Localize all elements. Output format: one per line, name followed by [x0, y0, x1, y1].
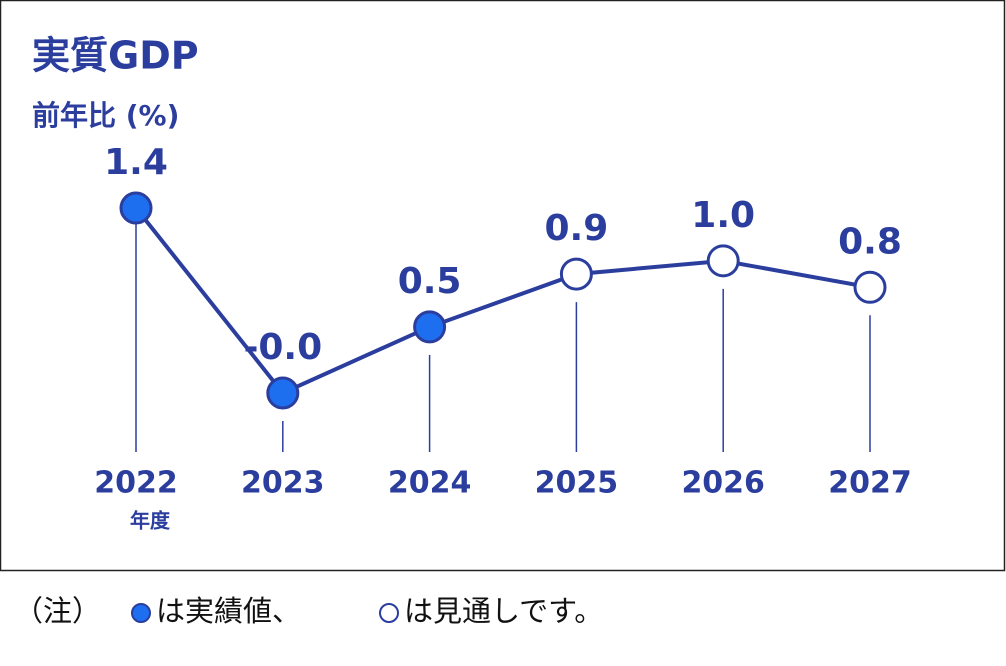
value-label: 1.0 [691, 195, 755, 236]
x-tick-label: 2022 [94, 466, 178, 501]
note-actual: は実績値、 [156, 594, 301, 628]
x-unit: 年度 [130, 509, 171, 533]
marker [706, 244, 740, 278]
marker [559, 257, 593, 291]
x-tick-label: 2023 [241, 466, 325, 501]
marker [413, 310, 447, 344]
x-tick-label: 2027 [828, 466, 912, 501]
marker [853, 270, 887, 304]
value-label: 0.5 [398, 261, 462, 302]
value-label: -0.0 [243, 327, 322, 368]
value-label: 1.4 [104, 142, 168, 183]
legend-marker [379, 603, 399, 623]
x-tick-label: 2026 [681, 466, 765, 501]
marker [266, 376, 300, 410]
chart-title: 実質GDP [32, 34, 199, 78]
note-prefix: （注） [14, 594, 101, 628]
x-tick-label: 2024 [388, 466, 472, 501]
value-label: 0.9 [545, 208, 609, 249]
marker [119, 191, 153, 225]
chart-subtitle: 前年比 (%) [32, 99, 179, 132]
line [134, 206, 871, 396]
note-forecast: は見通しです。 [404, 594, 603, 628]
value-label: 0.8 [838, 221, 902, 262]
legend-marker [131, 603, 151, 623]
frame [0, 0, 1006, 572]
x-tick-label: 2025 [535, 466, 619, 501]
